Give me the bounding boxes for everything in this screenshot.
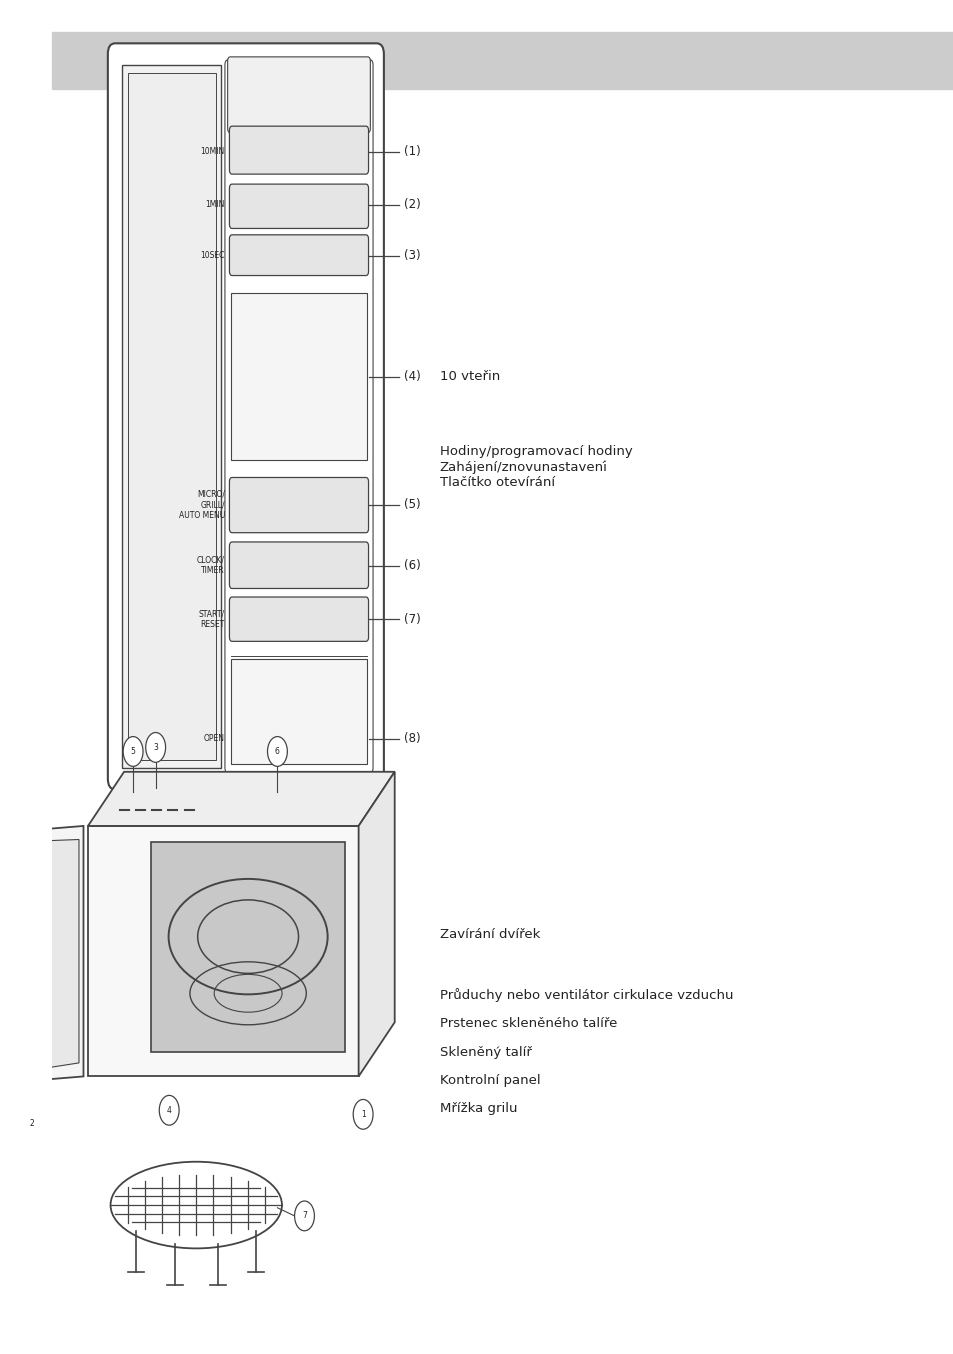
Text: (4): (4) <box>403 370 420 383</box>
Text: OPEN: OPEN <box>204 734 225 743</box>
Circle shape <box>159 1095 179 1125</box>
Text: (5): (5) <box>403 498 420 512</box>
Text: 1MIN: 1MIN <box>205 200 225 210</box>
FancyBboxPatch shape <box>230 184 368 229</box>
Bar <box>128 73 215 760</box>
Circle shape <box>267 737 287 766</box>
Text: Hodiny/programovací hodiny: Hodiny/programovací hodiny <box>439 444 632 458</box>
Text: 5: 5 <box>131 747 135 756</box>
Text: 7: 7 <box>302 1212 307 1220</box>
Text: Prstenec skleněného talíře: Prstenec skleněného talíře <box>439 1017 617 1030</box>
FancyBboxPatch shape <box>230 542 368 589</box>
Text: (1): (1) <box>403 145 420 158</box>
Circle shape <box>146 733 166 762</box>
Bar <box>51 32 953 89</box>
Polygon shape <box>1 826 84 1083</box>
Circle shape <box>22 1109 42 1139</box>
Text: 10SEC: 10SEC <box>200 250 225 260</box>
Text: Mřížka grilu: Mřížka grilu <box>439 1102 517 1116</box>
Polygon shape <box>88 826 358 1076</box>
Text: (3): (3) <box>403 249 420 263</box>
Text: 3: 3 <box>153 743 158 751</box>
Text: Zavírání dvířek: Zavírání dvířek <box>439 927 539 941</box>
Text: CLOCK/
TIMER: CLOCK/ TIMER <box>196 556 225 575</box>
Text: Skleněný talíř: Skleněný talíř <box>439 1045 531 1059</box>
Polygon shape <box>88 772 395 826</box>
FancyBboxPatch shape <box>225 60 373 773</box>
Ellipse shape <box>111 1162 282 1248</box>
Text: 4: 4 <box>167 1106 172 1114</box>
Text: (6): (6) <box>403 559 420 573</box>
FancyBboxPatch shape <box>108 43 383 789</box>
Text: Tlačítko otevírání: Tlačítko otevírání <box>439 477 555 490</box>
Text: START/
RESET: START/ RESET <box>198 609 225 628</box>
Text: 6: 6 <box>274 747 279 756</box>
Text: (7): (7) <box>403 612 420 626</box>
Bar <box>231 294 366 460</box>
Text: Zahájení/znovunastavení: Zahájení/znovunastavení <box>439 460 607 474</box>
Text: 10MIN: 10MIN <box>200 148 225 157</box>
Bar <box>151 842 345 1052</box>
Text: (8): (8) <box>403 733 420 745</box>
Text: Kontrolní panel: Kontrolní panel <box>439 1074 539 1087</box>
Text: 10 vteřin: 10 vteřin <box>439 370 499 383</box>
Bar <box>122 65 221 768</box>
Text: 2: 2 <box>30 1120 34 1128</box>
Circle shape <box>294 1201 314 1231</box>
Text: Průduchy nebo ventilátor cirkulace vzduchu: Průduchy nebo ventilátor cirkulace vzduc… <box>439 988 733 1002</box>
FancyBboxPatch shape <box>230 597 368 642</box>
Circle shape <box>123 737 143 766</box>
Polygon shape <box>10 839 79 1074</box>
Text: 1: 1 <box>360 1110 365 1118</box>
FancyBboxPatch shape <box>230 126 368 175</box>
Bar <box>231 659 366 764</box>
Circle shape <box>0 1095 1 1125</box>
FancyBboxPatch shape <box>228 57 370 133</box>
Text: MICRO/
GRILL/
AUTO MENU: MICRO/ GRILL/ AUTO MENU <box>178 490 225 520</box>
FancyBboxPatch shape <box>230 234 368 275</box>
Polygon shape <box>358 772 395 1076</box>
Text: (2): (2) <box>403 198 420 211</box>
FancyBboxPatch shape <box>230 478 368 532</box>
Circle shape <box>353 1099 373 1129</box>
